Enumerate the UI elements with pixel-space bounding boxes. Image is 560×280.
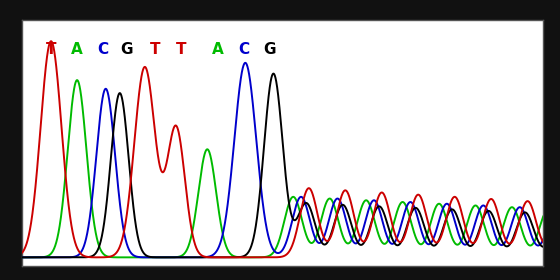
Text: T: T [46, 42, 57, 57]
Text: A: A [212, 42, 223, 57]
Text: A: A [71, 42, 83, 57]
Text: T: T [176, 42, 186, 57]
Text: G: G [264, 42, 276, 57]
Text: C: C [97, 42, 109, 57]
Text: G: G [120, 42, 133, 57]
Text: C: C [238, 42, 249, 57]
Text: T: T [150, 42, 161, 57]
